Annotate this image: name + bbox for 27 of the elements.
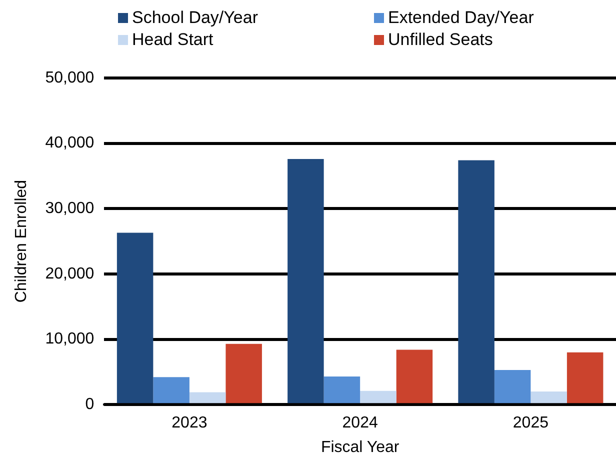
bar [360, 390, 396, 404]
bar [226, 344, 262, 404]
x-tick-label: 2023 [172, 414, 208, 432]
y-tick-label: 40,000 [45, 134, 94, 152]
bar [494, 370, 531, 404]
legend-label: Extended Day/Year [388, 8, 534, 28]
bar [458, 160, 494, 404]
legend-label: Head Start [132, 30, 214, 50]
legend-label: Unfilled Seats [388, 30, 493, 50]
legend-label: School Day/Year [132, 8, 258, 28]
bar [566, 352, 604, 404]
x-axis-title: Fiscal Year [320, 438, 400, 456]
bar [116, 232, 154, 404]
bar [530, 392, 567, 404]
y-tick-label: 0 [85, 396, 94, 414]
y-tick-label: 10,000 [45, 330, 94, 348]
x-tick-label: 2024 [342, 414, 378, 432]
bar [324, 376, 360, 404]
y-axis-title: Children Enrolled [13, 180, 30, 303]
y-tick-label: 50,000 [45, 69, 94, 86]
y-tick-label: 20,000 [45, 265, 94, 282]
y-tick-label: 30,000 [45, 200, 94, 218]
bar [153, 377, 190, 404]
bar [396, 350, 433, 404]
bar [288, 158, 324, 404]
x-tick-label: 2025 [512, 414, 549, 432]
bar [189, 392, 226, 404]
